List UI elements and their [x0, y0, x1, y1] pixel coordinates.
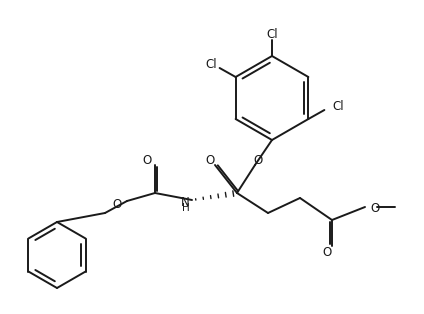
Text: Cl: Cl [266, 28, 278, 41]
Text: Cl: Cl [206, 58, 218, 72]
Text: O: O [113, 198, 122, 210]
Text: O: O [254, 154, 262, 166]
Text: O: O [142, 154, 152, 166]
Text: O: O [322, 246, 332, 258]
Text: O: O [205, 154, 215, 166]
Text: N: N [181, 196, 190, 208]
Text: Cl: Cl [332, 100, 344, 113]
Text: O: O [370, 202, 379, 214]
Text: H: H [182, 203, 190, 213]
